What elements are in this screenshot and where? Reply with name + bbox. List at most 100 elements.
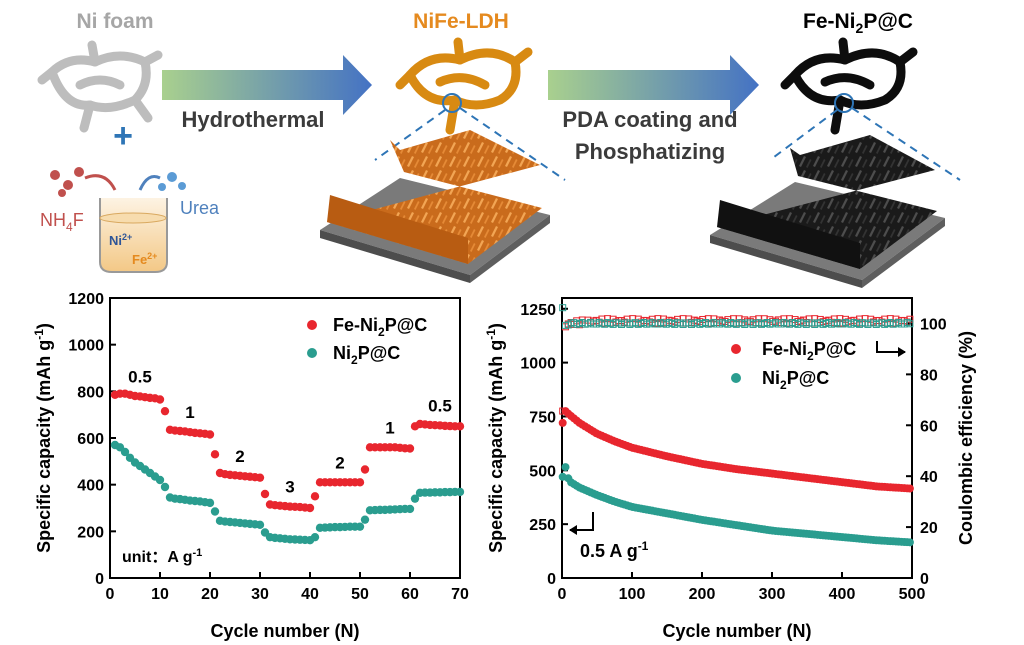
ldh-foam-icon xyxy=(395,37,533,135)
ni2p-point xyxy=(205,498,215,508)
final-nanosheet-image xyxy=(710,135,945,288)
synthesis-scheme: Ni foam + NH4F Urea Ni2+ Fe2+ Hydrotherm… xyxy=(37,10,961,288)
hydrothermal-arrow xyxy=(162,55,372,115)
rate-xtick-label: 40 xyxy=(301,586,319,603)
ni-capacity-point xyxy=(905,538,914,547)
fe-capacity-point xyxy=(558,418,567,427)
cycle-ytick-label: 1000 xyxy=(520,356,556,373)
rate-ytick-label: 1200 xyxy=(68,291,104,308)
rate-label: 0.5 xyxy=(428,396,452,415)
urea-label: Urea xyxy=(180,198,220,218)
cycle-ytick-label: 750 xyxy=(529,409,556,426)
rate-unit-note: unit：A g-1 xyxy=(122,547,202,566)
ni2p-point xyxy=(410,494,420,503)
rate-xtick-label: 60 xyxy=(401,586,419,603)
ni2p-point xyxy=(360,515,370,524)
final-product-label: Fe-Ni2P@C xyxy=(803,10,913,36)
ldh-zoom-circle xyxy=(442,93,462,113)
ni2p-point xyxy=(160,482,170,492)
legend2-ni-label: Ni2P@C xyxy=(762,368,829,392)
ni2p-point xyxy=(210,507,220,516)
fe-ni2p-point xyxy=(455,422,465,431)
rate-ytick-label: 400 xyxy=(77,478,104,495)
rate-ytick-label: 600 xyxy=(77,431,104,448)
ldh-label: NiFe-LDH xyxy=(413,10,509,33)
legend2-right-axis-arrow xyxy=(876,341,905,353)
ni2p-point xyxy=(255,520,265,529)
legend-fe-marker xyxy=(307,320,317,330)
cycle-ytick-right-label: 100 xyxy=(920,316,947,333)
fe-ni2p-point xyxy=(360,465,370,474)
rate-xtick-label: 30 xyxy=(251,586,269,603)
fe-ni2p-point xyxy=(160,406,170,416)
ni-ce-point xyxy=(559,304,567,312)
cycling-chart: 0 100 200 300 400 500025050075010001250020406… xyxy=(484,297,976,641)
fe-ni2p-point xyxy=(260,489,270,499)
cycle-xtick-label: 400 xyxy=(829,586,856,603)
fe-ni2p-point xyxy=(355,478,365,487)
cycle-ytick-right-label: 0 xyxy=(920,571,929,588)
ni2p-point xyxy=(355,522,365,531)
rate-ytick-label: 800 xyxy=(77,384,104,401)
fe-ni2p-point xyxy=(155,395,165,404)
final-zoom-circle xyxy=(834,93,854,113)
fe-ni2p-point xyxy=(305,503,315,513)
rate-chart: 0 10 20 30 40 50 60 70 0 200 400 600 800 1000 1200 0.5… xyxy=(32,291,469,641)
cycling-ylabel: Specific capacity (mAh g-1) xyxy=(484,323,506,553)
ni2p-point xyxy=(155,475,165,485)
rate-ytick-label: 200 xyxy=(77,524,104,541)
legend2-ni-marker xyxy=(731,373,741,383)
step2-line1: PDA coating and xyxy=(562,107,737,132)
cycle-xtick-label: 100 xyxy=(619,586,646,603)
ni2p-point xyxy=(310,532,320,542)
rate-label: 2 xyxy=(235,447,244,466)
cycle-ytick-right-label: 40 xyxy=(920,469,938,486)
rate-xlabel: Cycle number (N) xyxy=(210,621,359,641)
fe-capacity-point xyxy=(905,484,914,493)
cycle-ytick-right-label: 20 xyxy=(920,520,938,537)
fe-ni2p-point xyxy=(210,450,220,459)
rate-xtick-label: 50 xyxy=(351,586,369,603)
cycling-chart-frame xyxy=(561,297,913,579)
left-axis-arrow xyxy=(570,512,594,531)
rate-label: 2 xyxy=(335,453,344,472)
phosphatizing-arrow xyxy=(548,55,759,115)
ni2p-point xyxy=(405,504,415,514)
current-density-annotation: 0.5 A g-1 xyxy=(580,539,649,561)
cycling-xlabel: Cycle number (N) xyxy=(662,621,811,641)
plus-icon: + xyxy=(113,117,133,155)
fe-ni2p-point xyxy=(205,430,215,439)
cycle-xtick-label: 500 xyxy=(899,586,926,603)
rate-xtick-label: 70 xyxy=(451,586,469,603)
step2-line2: Phosphatizing xyxy=(575,139,725,164)
rate-ylabel: Specific capacity (mAh g-1) xyxy=(32,323,54,553)
cycle-ytick-label: 500 xyxy=(529,463,556,480)
rate-label: 1 xyxy=(185,403,194,422)
rate-label: 0.5 xyxy=(128,367,152,386)
rate-ytick-label: 1000 xyxy=(68,338,104,355)
rate-label: 3 xyxy=(285,478,294,497)
fe-ni2p-point xyxy=(405,444,415,453)
legend-fe-label: Fe-Ni2P@C xyxy=(333,315,427,339)
fe-ni2p-point xyxy=(310,492,320,501)
hydrothermal-label: Hydrothermal xyxy=(181,107,324,132)
cycle-ytick-label: 0 xyxy=(547,571,556,588)
beaker-icon xyxy=(50,167,186,273)
ni-foam-icon xyxy=(37,40,163,133)
ni-capacity-point xyxy=(561,463,570,472)
rate-xtick-label: 10 xyxy=(151,586,169,603)
ni2p-point xyxy=(455,487,465,497)
fe-ion-label: Fe2+ xyxy=(132,251,157,267)
ni-foam-label: Ni foam xyxy=(76,10,153,33)
cycle-ytick-label: 1250 xyxy=(520,302,556,319)
cycle-ytick-label: 250 xyxy=(529,517,556,534)
legend-ni-marker xyxy=(307,348,317,358)
rate-label: 1 xyxy=(385,418,394,437)
fe-ni2p-point xyxy=(255,473,265,482)
ldh-nanosheet-image xyxy=(320,130,550,283)
ni-ce-point xyxy=(906,320,914,328)
cycle-xtick-label: 300 xyxy=(759,586,786,603)
legend-ni-label: Ni2P@C xyxy=(333,343,400,367)
rate-ytick-label: 0 xyxy=(95,571,104,588)
cycle-ytick-right-label: 80 xyxy=(920,367,938,384)
